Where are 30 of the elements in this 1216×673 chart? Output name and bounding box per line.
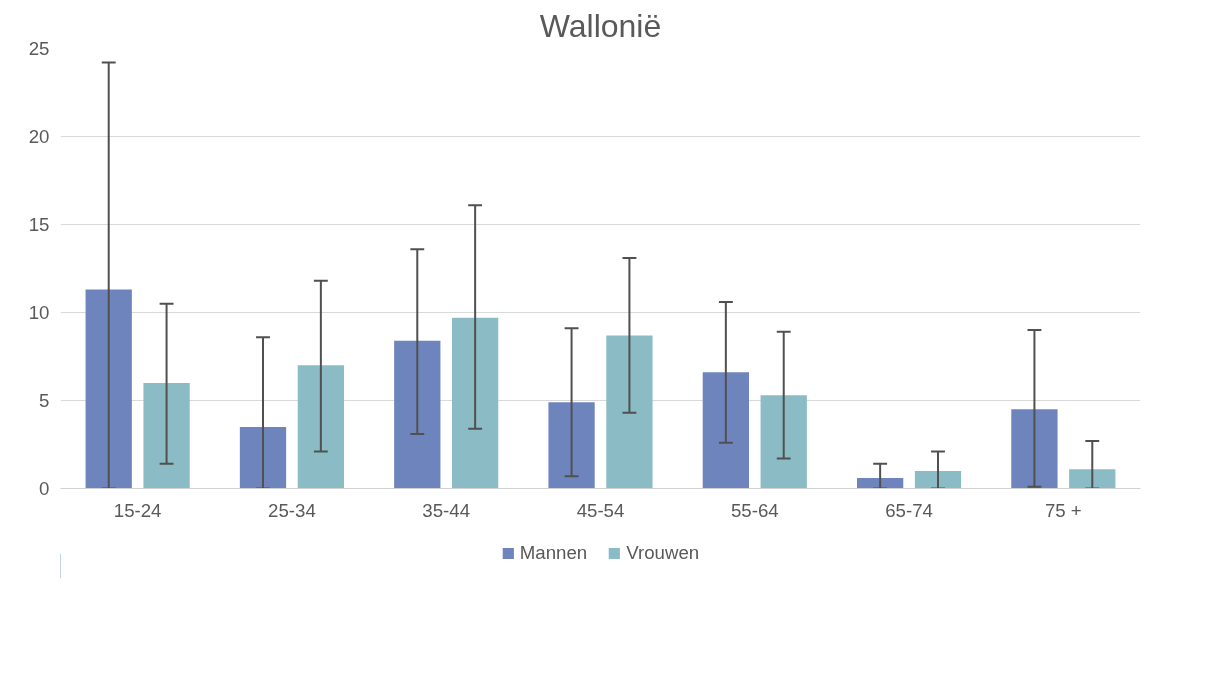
x-tick-label: 55-64	[730, 499, 779, 521]
bar	[606, 335, 653, 489]
chart-title: Wallonië	[539, 7, 662, 44]
x-tick-label: 15-24	[113, 499, 162, 521]
bar	[143, 382, 190, 489]
bar	[297, 365, 344, 489]
bar	[760, 395, 807, 489]
y-tick-label: 10	[28, 302, 50, 323]
x-tick-label: 25-34	[268, 499, 316, 521]
bar	[394, 340, 441, 489]
y-tick-label: 15	[28, 214, 50, 235]
bar	[702, 372, 749, 489]
bar	[1069, 469, 1116, 489]
bar	[452, 317, 499, 489]
bar	[85, 289, 132, 489]
bar	[857, 477, 904, 489]
legend-label: Mannen	[519, 542, 588, 564]
y-tick-label: 0	[39, 478, 50, 499]
bar	[548, 402, 595, 489]
bar	[239, 426, 287, 489]
bar	[914, 470, 962, 489]
x-tick-label: 45-54	[576, 499, 625, 521]
x-tick-label: 65-74	[885, 499, 933, 521]
x-tick-label: 35-44	[422, 499, 471, 521]
bar	[1011, 409, 1058, 489]
y-tick-label: 5	[39, 390, 50, 411]
x-tick-label: 75 +	[1044, 499, 1082, 521]
legend-label: Vrouwen	[626, 542, 700, 564]
y-tick-label: 25	[28, 38, 50, 59]
y-tick-label: 20	[28, 126, 50, 147]
